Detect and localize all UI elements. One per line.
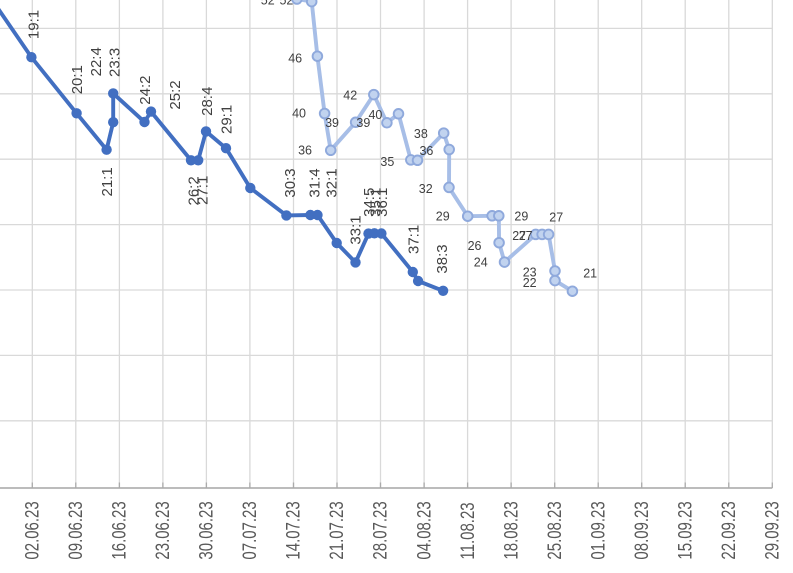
svg-text:21.07.23: 21.07.23 [325, 501, 347, 559]
svg-text:52: 52 [279, 0, 293, 8]
svg-text:28:4: 28:4 [199, 87, 216, 116]
svg-text:27: 27 [549, 211, 563, 225]
svg-text:32:1: 32:1 [324, 168, 341, 197]
svg-text:29: 29 [436, 210, 450, 224]
svg-text:20:1: 20:1 [69, 65, 86, 94]
svg-text:38:3: 38:3 [434, 244, 451, 273]
svg-text:24:2: 24:2 [137, 75, 154, 104]
svg-text:22:4: 22:4 [88, 47, 105, 76]
svg-text:09.06.23: 09.06.23 [64, 501, 86, 559]
svg-text:39: 39 [325, 116, 339, 130]
svg-text:42: 42 [343, 89, 357, 103]
svg-text:04.08.23: 04.08.23 [412, 501, 434, 559]
svg-text:29:1: 29:1 [219, 105, 236, 134]
svg-text:40: 40 [368, 108, 382, 122]
svg-text:27: 27 [519, 229, 533, 243]
svg-text:37:1: 37:1 [406, 225, 423, 254]
svg-text:23.06.23: 23.06.23 [151, 501, 173, 559]
svg-text:38: 38 [414, 127, 428, 141]
svg-text:35: 35 [380, 155, 394, 169]
svg-text:08.09.23: 08.09.23 [630, 501, 652, 559]
svg-text:40: 40 [292, 107, 306, 121]
svg-text:19:1: 19:1 [26, 10, 43, 39]
svg-text:18.08.23: 18.08.23 [499, 501, 521, 559]
svg-text:26:2: 26:2 [186, 176, 203, 205]
svg-text:25:2: 25:2 [167, 80, 184, 109]
svg-text:36: 36 [419, 144, 433, 158]
svg-text:22: 22 [523, 276, 537, 290]
svg-text:14.07.23: 14.07.23 [282, 501, 304, 559]
svg-text:33:1: 33:1 [348, 215, 365, 244]
svg-text:36: 36 [298, 144, 312, 158]
svg-text:21: 21 [583, 267, 597, 281]
svg-text:34:5: 34:5 [361, 188, 378, 217]
svg-text:23: 23 [523, 266, 537, 280]
svg-text:26: 26 [468, 239, 482, 253]
svg-text:01.09.23: 01.09.23 [586, 501, 608, 559]
svg-text:32: 32 [419, 182, 433, 196]
svg-text:02.06.23: 02.06.23 [21, 501, 43, 559]
svg-text:29: 29 [514, 210, 528, 224]
svg-text:28.07.23: 28.07.23 [369, 501, 391, 559]
svg-text:25.08.23: 25.08.23 [543, 501, 565, 559]
svg-text:46: 46 [288, 52, 302, 66]
svg-text:36:1: 36:1 [374, 188, 391, 217]
svg-text:31:4: 31:4 [307, 168, 324, 197]
svg-text:27: 27 [512, 229, 526, 243]
svg-text:52: 52 [261, 0, 275, 8]
svg-text:22.09.23: 22.09.23 [717, 501, 739, 559]
svg-text:11.08.23: 11.08.23 [456, 502, 478, 559]
svg-text:30.06.23: 30.06.23 [195, 501, 217, 559]
svg-text:39: 39 [356, 116, 370, 130]
svg-text:24: 24 [474, 256, 488, 270]
svg-text:30:3: 30:3 [282, 168, 299, 197]
svg-text:27:1: 27:1 [194, 176, 211, 205]
svg-text:35:1: 35:1 [368, 188, 385, 217]
svg-text:23:3: 23:3 [107, 48, 124, 77]
svg-text:15.09.23: 15.09.23 [674, 501, 696, 559]
svg-text:07.07.23: 07.07.23 [238, 501, 260, 559]
svg-text:29.09.23: 29.09.23 [761, 501, 783, 559]
svg-text:21:1: 21:1 [99, 167, 116, 196]
svg-text:16.06.23: 16.06.23 [108, 501, 130, 559]
